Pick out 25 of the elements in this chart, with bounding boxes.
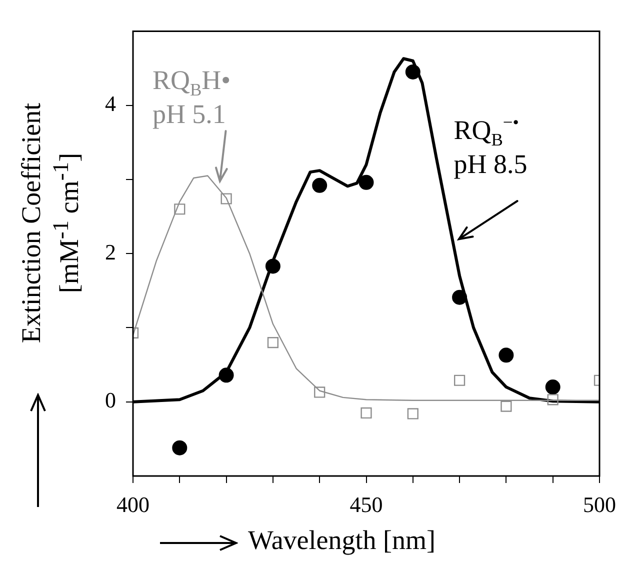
point <box>545 380 560 395</box>
point <box>267 337 278 348</box>
point <box>220 193 232 204</box>
point <box>172 440 188 456</box>
x-tick-label: 500 <box>583 492 616 517</box>
x-tick-label: 450 <box>350 492 383 517</box>
point <box>174 204 186 215</box>
point <box>407 408 418 420</box>
point <box>452 290 468 305</box>
point <box>547 394 558 406</box>
point <box>312 178 328 193</box>
y-tick-label: 0 <box>105 388 116 413</box>
point <box>500 400 512 412</box>
x-tick-label: 400 <box>116 492 150 517</box>
point <box>454 374 466 386</box>
y-tick-label: 4 <box>105 91 116 116</box>
point <box>358 174 374 190</box>
point <box>265 258 280 274</box>
point <box>498 348 514 363</box>
point <box>218 368 234 383</box>
x-axis-title: Wavelength [nm] <box>248 525 436 556</box>
point <box>360 407 372 419</box>
point <box>405 64 420 80</box>
point <box>314 386 326 398</box>
y-tick-label: 2 <box>105 239 116 264</box>
